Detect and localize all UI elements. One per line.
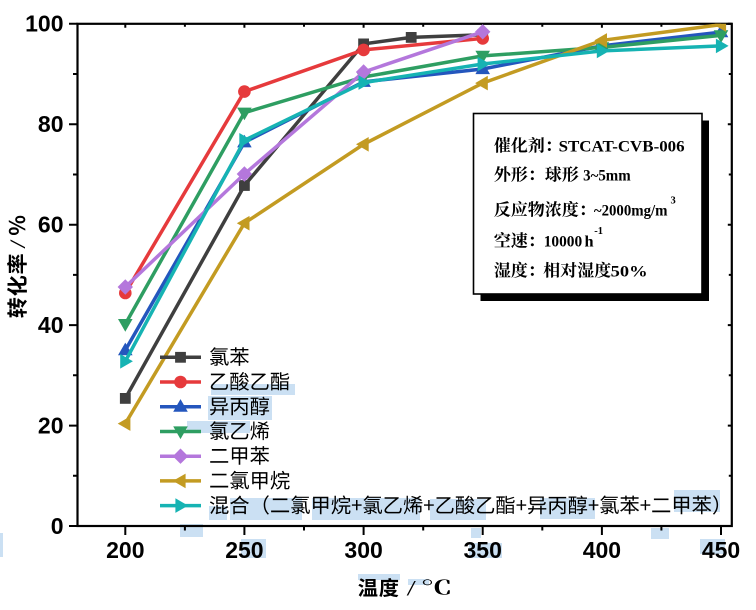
- svg-text:80: 80: [38, 111, 64, 137]
- svg-text:300: 300: [344, 537, 382, 563]
- svg-text:h: h: [585, 232, 594, 251]
- svg-text:50%: 50%: [611, 261, 648, 280]
- svg-text:/: /: [5, 239, 30, 249]
- svg-text:/: /: [406, 575, 416, 600]
- svg-text:0: 0: [51, 513, 64, 539]
- svg-text:250: 250: [225, 537, 263, 563]
- svg-text:40: 40: [38, 312, 64, 338]
- svg-text:-1: -1: [594, 226, 603, 237]
- svg-text:10000: 10000: [544, 232, 583, 251]
- svg-text:20: 20: [38, 413, 64, 439]
- svg-text:450: 450: [702, 537, 740, 563]
- svg-text:60: 60: [38, 212, 64, 238]
- svg-text:350: 350: [464, 537, 502, 563]
- svg-text:400: 400: [583, 537, 621, 563]
- svg-text:~2000mg/m: ~2000mg/m: [594, 201, 668, 220]
- svg-text:3: 3: [671, 196, 676, 207]
- svg-text:200: 200: [106, 537, 144, 563]
- svg-text:3~5mm: 3~5mm: [583, 166, 631, 185]
- svg-text:STCAT-CVB-006: STCAT-CVB-006: [559, 136, 685, 155]
- svg-text:100: 100: [25, 11, 63, 37]
